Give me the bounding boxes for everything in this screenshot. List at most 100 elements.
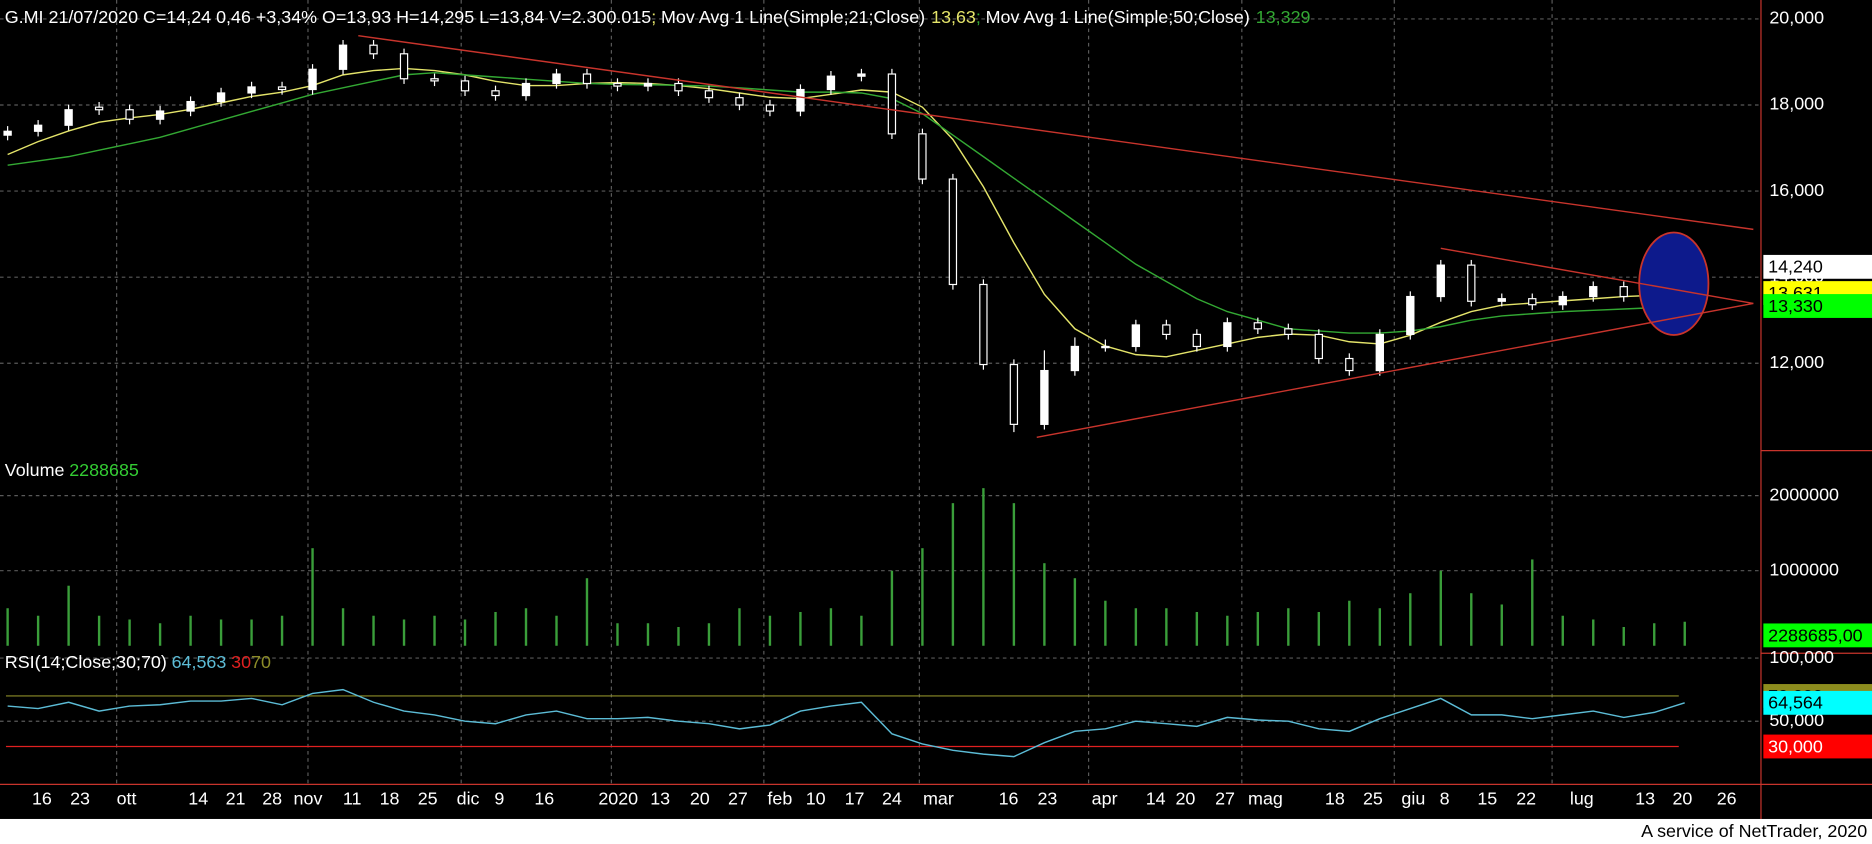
candle-body [1162, 324, 1171, 336]
volume-bar [1622, 626, 1625, 646]
x-tick-label: 8 [1440, 789, 1450, 809]
value-marker-box [1763, 690, 1872, 715]
volume-bar [311, 548, 314, 646]
x-tick-label: 10 [806, 789, 826, 809]
x-tick-label: 25 [418, 789, 438, 809]
x-tick-label: 16 [32, 789, 52, 809]
y-tick-label: 18,000 [1769, 94, 1824, 114]
candle-body [1101, 345, 1110, 349]
candle-body [1497, 298, 1506, 302]
candle-body [1558, 295, 1567, 306]
volume-bar [1012, 503, 1016, 646]
value-marker-label: 64,564 [1768, 693, 1823, 713]
x-tick-label: apr [1092, 789, 1118, 809]
candle-body [613, 82, 622, 87]
volume-bar [189, 615, 192, 646]
y-tick-label: 2000000 [1769, 484, 1839, 504]
value-marker-box [1763, 294, 1872, 318]
price-header: G.MI 21/07/2020 C=14,24 0,46 +3,34% O=13… [5, 7, 1311, 27]
candle-body [765, 104, 775, 112]
volume-bar [829, 608, 833, 646]
plot [3, 40, 1689, 758]
volume-bar [1561, 615, 1564, 646]
x-tick-label: 23 [70, 789, 90, 809]
header-text: Mov Avg 1 Line(Simple;21;Close) [661, 7, 925, 27]
value-marker-box [1763, 734, 1872, 759]
x-tick-label: 13 [650, 789, 670, 809]
grid [0, 0, 1761, 785]
candle-body [399, 53, 409, 80]
candle-body [64, 109, 73, 126]
candle-body [1436, 264, 1445, 298]
header-text: Mov Avg 1 Line(Simple;50;Close) [986, 7, 1250, 27]
y-tick-label: 20,000 [1769, 8, 1824, 28]
candle-body [369, 44, 378, 55]
volume-bar [982, 488, 985, 646]
header-text: G.MI 21/07/2020 C=14,24 0,46 +3,34% O=13… [5, 7, 652, 27]
highlight-ellipse [1638, 231, 1710, 336]
rsi-header: RSI(14;Close;30;70) 64,563 3070 [5, 652, 271, 672]
volume-bar [921, 548, 924, 646]
candle-body [1192, 333, 1202, 348]
x-tick-label: 9 [494, 789, 504, 809]
volume-bar [1378, 608, 1382, 646]
candle-body [186, 100, 195, 112]
candle-body [460, 80, 470, 92]
volume-bar [677, 626, 680, 646]
x-tick-label: feb [767, 789, 792, 809]
x-tick-label: giu [1401, 789, 1425, 809]
candle-body [552, 73, 561, 85]
x-tick-label: mar [923, 789, 954, 809]
trendline [1036, 302, 1754, 438]
candle-body [33, 124, 43, 132]
x-tick-label: 17 [845, 789, 865, 809]
volume-bar [707, 623, 711, 646]
x-tick-label: 27 [728, 789, 748, 809]
candle-body [247, 86, 256, 94]
candle-body [1406, 295, 1415, 336]
candle-body [887, 73, 897, 135]
volume-bar [1409, 593, 1412, 646]
axis: 16 23 ott 14 21 28 nov 11 18 25 dic 9 16 2020 13 20 27 fe… [32, 8, 1872, 809]
candle-body [857, 73, 866, 77]
value-marker-box [1763, 254, 1872, 279]
volume-bar [219, 619, 223, 646]
x-tick-label: 21 [226, 789, 246, 809]
candle-body [735, 97, 744, 106]
volume-bar [738, 608, 741, 646]
volume-bar [799, 611, 802, 646]
rsi-line [7, 688, 1685, 758]
y-tick-label: 100,000 [1769, 647, 1834, 667]
x-tick-label: 11 [343, 789, 362, 809]
volume-bar [768, 615, 772, 646]
volume-bar [1439, 570, 1442, 646]
candle-body [1314, 333, 1323, 360]
candle-body [277, 86, 287, 91]
x-tick-label: 2020 [598, 789, 638, 809]
header-text: ; [651, 7, 656, 27]
volume-bar [1134, 608, 1138, 646]
volume-bar [341, 608, 345, 646]
candle-body [1131, 324, 1141, 348]
candle-body [979, 283, 988, 366]
header-text: Volume [5, 460, 65, 480]
volume-bar [463, 619, 467, 646]
volume-bar [1531, 559, 1534, 646]
candle-body [338, 44, 348, 70]
x-tick-label: 18 [380, 789, 400, 809]
volume-bar [585, 578, 589, 646]
x-tick-label: lug [1570, 789, 1594, 809]
x-tick-label: 13 [1635, 789, 1655, 809]
volume-bar [97, 615, 101, 646]
header-text: 2288685 [69, 460, 139, 480]
x-tick-label: 16 [534, 789, 554, 809]
volume-bar [280, 615, 284, 646]
overlay [358, 35, 1754, 438]
volume-bar [616, 623, 619, 646]
volume-bar [1683, 621, 1686, 646]
y-tick-label: 12,000 [1769, 352, 1824, 372]
volume-bar [1470, 593, 1473, 646]
trendline [1440, 247, 1754, 305]
candle-body [430, 78, 439, 82]
